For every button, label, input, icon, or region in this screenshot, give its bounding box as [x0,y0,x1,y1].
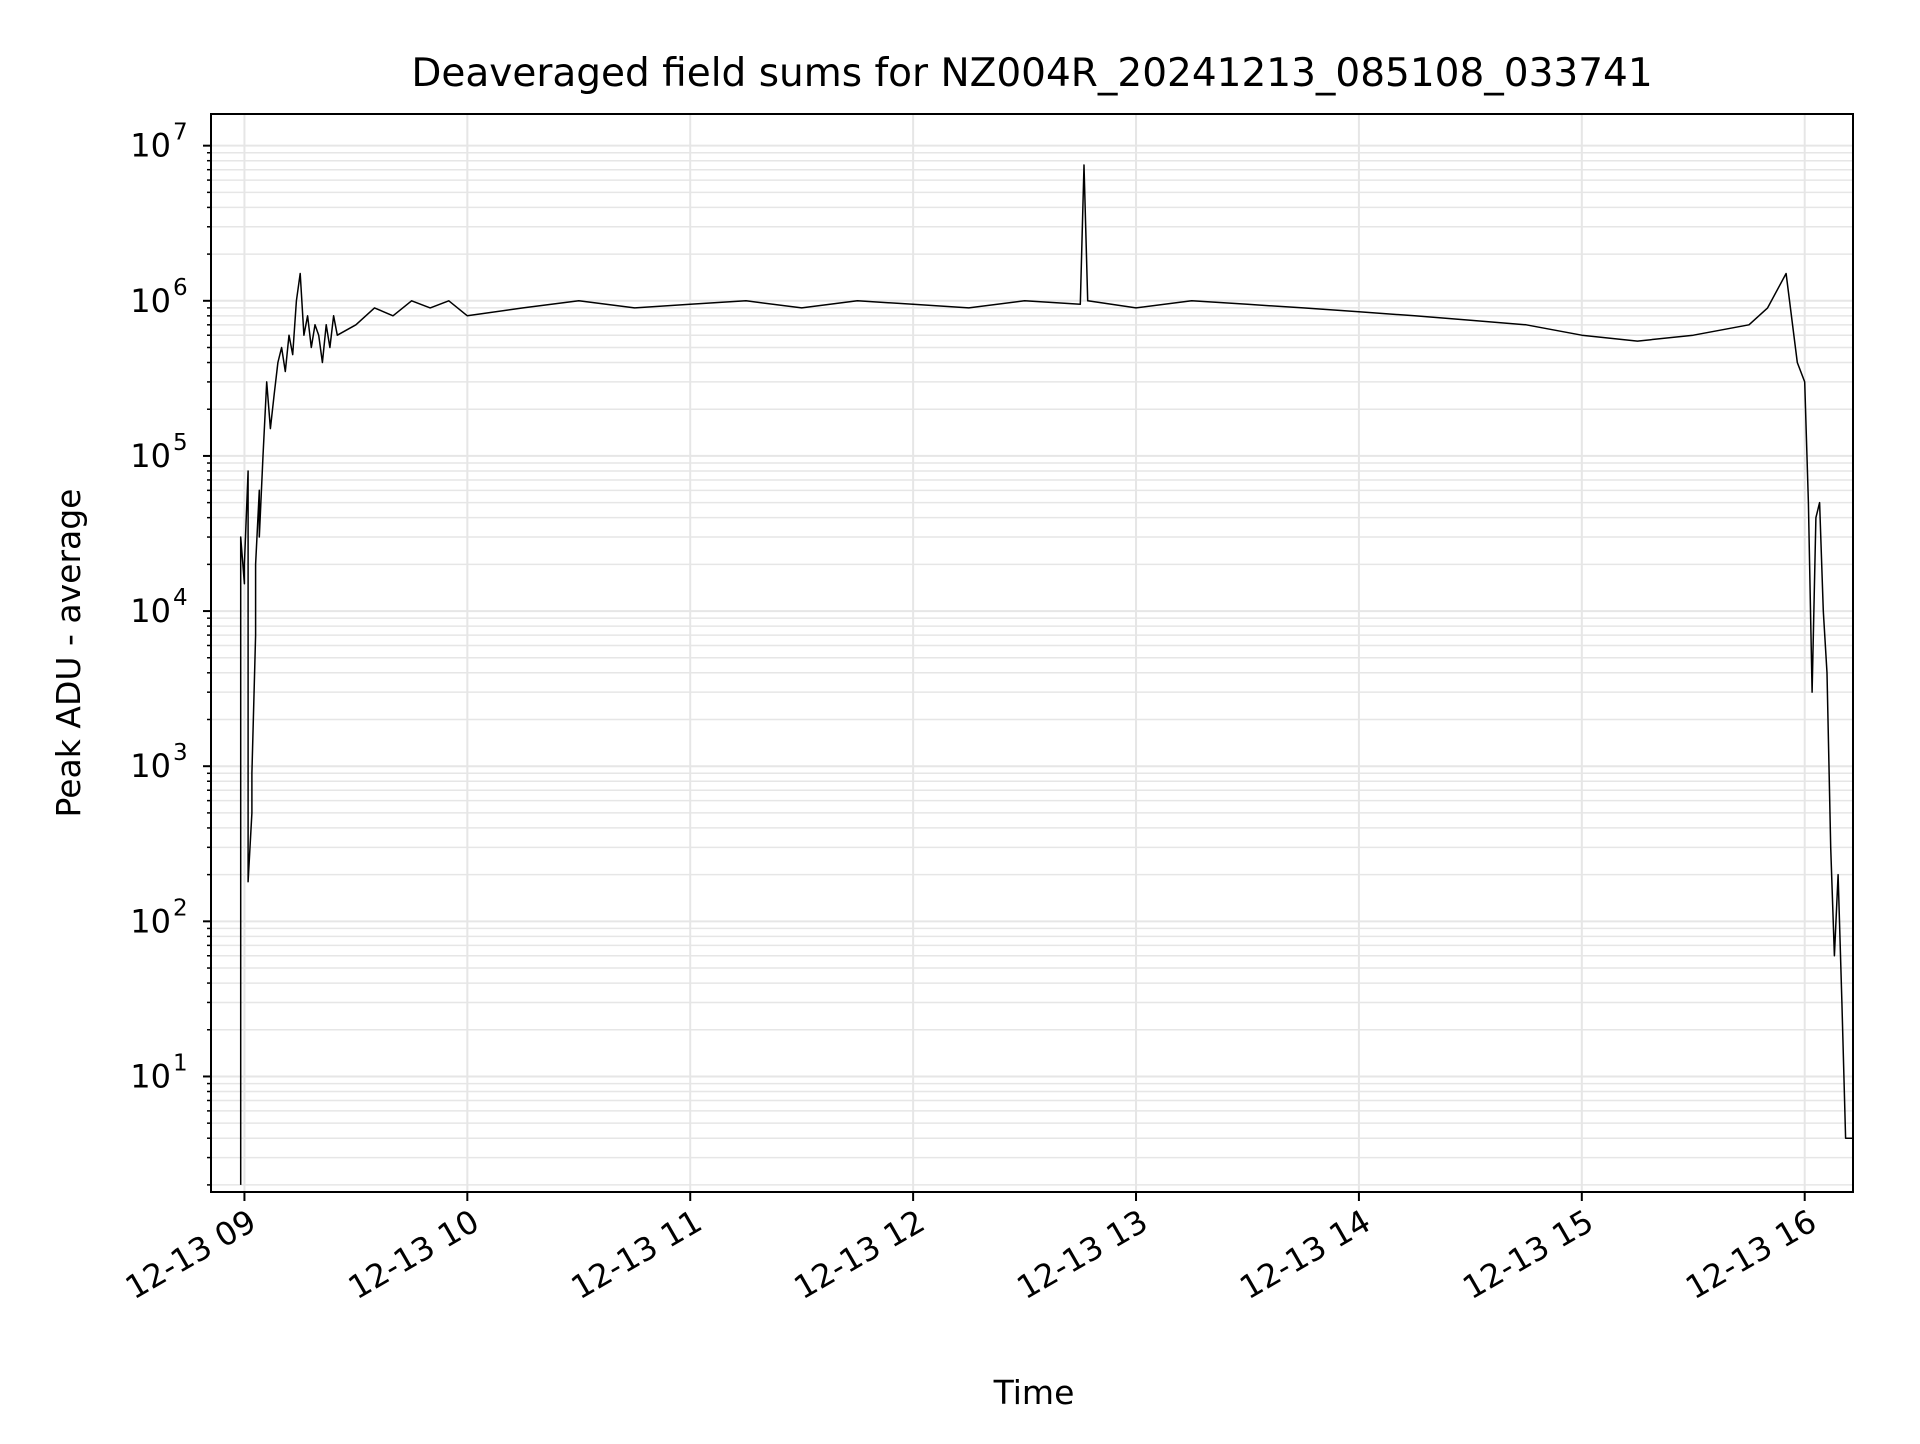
series-line [239,164,1853,1185]
y-tick-label: 10 [130,902,171,940]
x-axis-title: Time [993,1373,1075,1412]
y-tick-label: 10 [130,592,171,630]
y-tick-exponent: 2 [173,895,188,921]
y-tick-label: 10 [130,282,171,320]
y-tick-exponent: 3 [173,740,188,766]
y-tick-label: 10 [130,1057,171,1095]
plot-frame [210,113,1854,1193]
chart-title: Deaveraged field sums for NZ004R_2024121… [411,51,1652,96]
y-tick-exponent: 1 [173,1050,188,1076]
y-tick-exponent: 4 [173,585,188,611]
y-tick-exponent: 5 [173,430,188,456]
series-layer [239,164,1853,1185]
grid-layer [211,114,1853,1192]
y-tick-exponent: 6 [173,275,188,301]
y-axis-title: Peak ADU - average [49,489,88,818]
y-tick-label: 10 [130,747,171,785]
y-tick-label: 10 [130,127,171,165]
y-tick-exponent: 7 [173,120,188,146]
y-tick-label: 10 [130,437,171,475]
